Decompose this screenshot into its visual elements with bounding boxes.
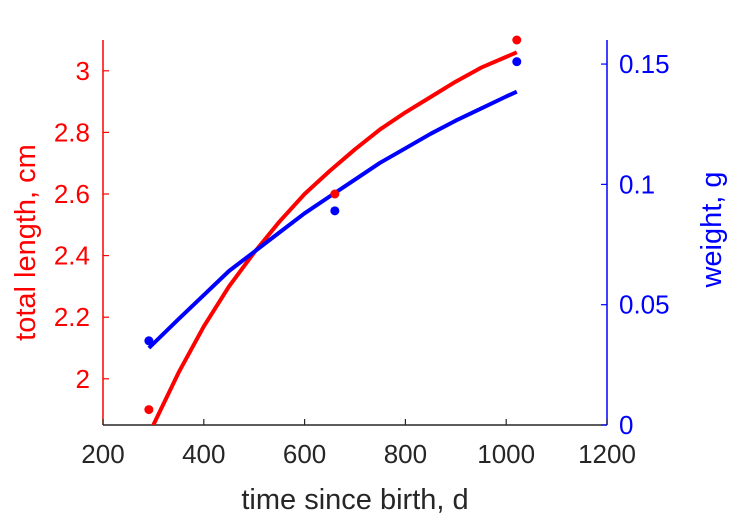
length-data-point	[144, 405, 154, 415]
axes	[102, 40, 608, 426]
y-axis-label-left: total length, cm	[10, 144, 42, 341]
y-left-tick-label: 2	[76, 364, 90, 394]
x-tick-label: 1200	[578, 439, 636, 469]
fit-curves	[147, 50, 518, 425]
length-data-point	[512, 35, 522, 45]
x-tick-label: 400	[182, 439, 225, 469]
length-fit-line	[151, 50, 518, 425]
y-left-tick-label: 2.2	[54, 302, 90, 332]
x-tick-label: 200	[81, 439, 124, 469]
y-right-tick-label: 0.15	[619, 49, 670, 79]
data-points	[144, 35, 522, 415]
y-right-tick-label: 0.05	[619, 290, 670, 320]
weight-fit-line	[147, 89, 518, 350]
x-axis-label: time since birth, d	[241, 484, 468, 516]
tick-labels: 200 400 600 800 1000 1200 2 2.2 2.4 2.6 2.8 3 0 0.05 0…	[54, 49, 670, 469]
x-tick-label: 800	[384, 439, 427, 469]
x-tick-label: 1000	[477, 439, 535, 469]
y-right-tick-label: 0.1	[619, 169, 655, 199]
y-axis-label-right: weight, g	[696, 171, 728, 288]
y-right-tick-label: 0	[619, 410, 633, 440]
y-left-tick-label: 2.6	[54, 179, 90, 209]
y-left-tick-label: 2.4	[54, 241, 90, 271]
weight-data-point	[330, 206, 340, 216]
weight-data-point	[512, 57, 522, 67]
length-data-point	[330, 189, 340, 199]
y-left-tick-label: 3	[76, 56, 90, 86]
x-tick-label: 600	[283, 439, 326, 469]
weight-data-point	[144, 336, 154, 346]
y-left-tick-label: 2.8	[54, 117, 90, 147]
